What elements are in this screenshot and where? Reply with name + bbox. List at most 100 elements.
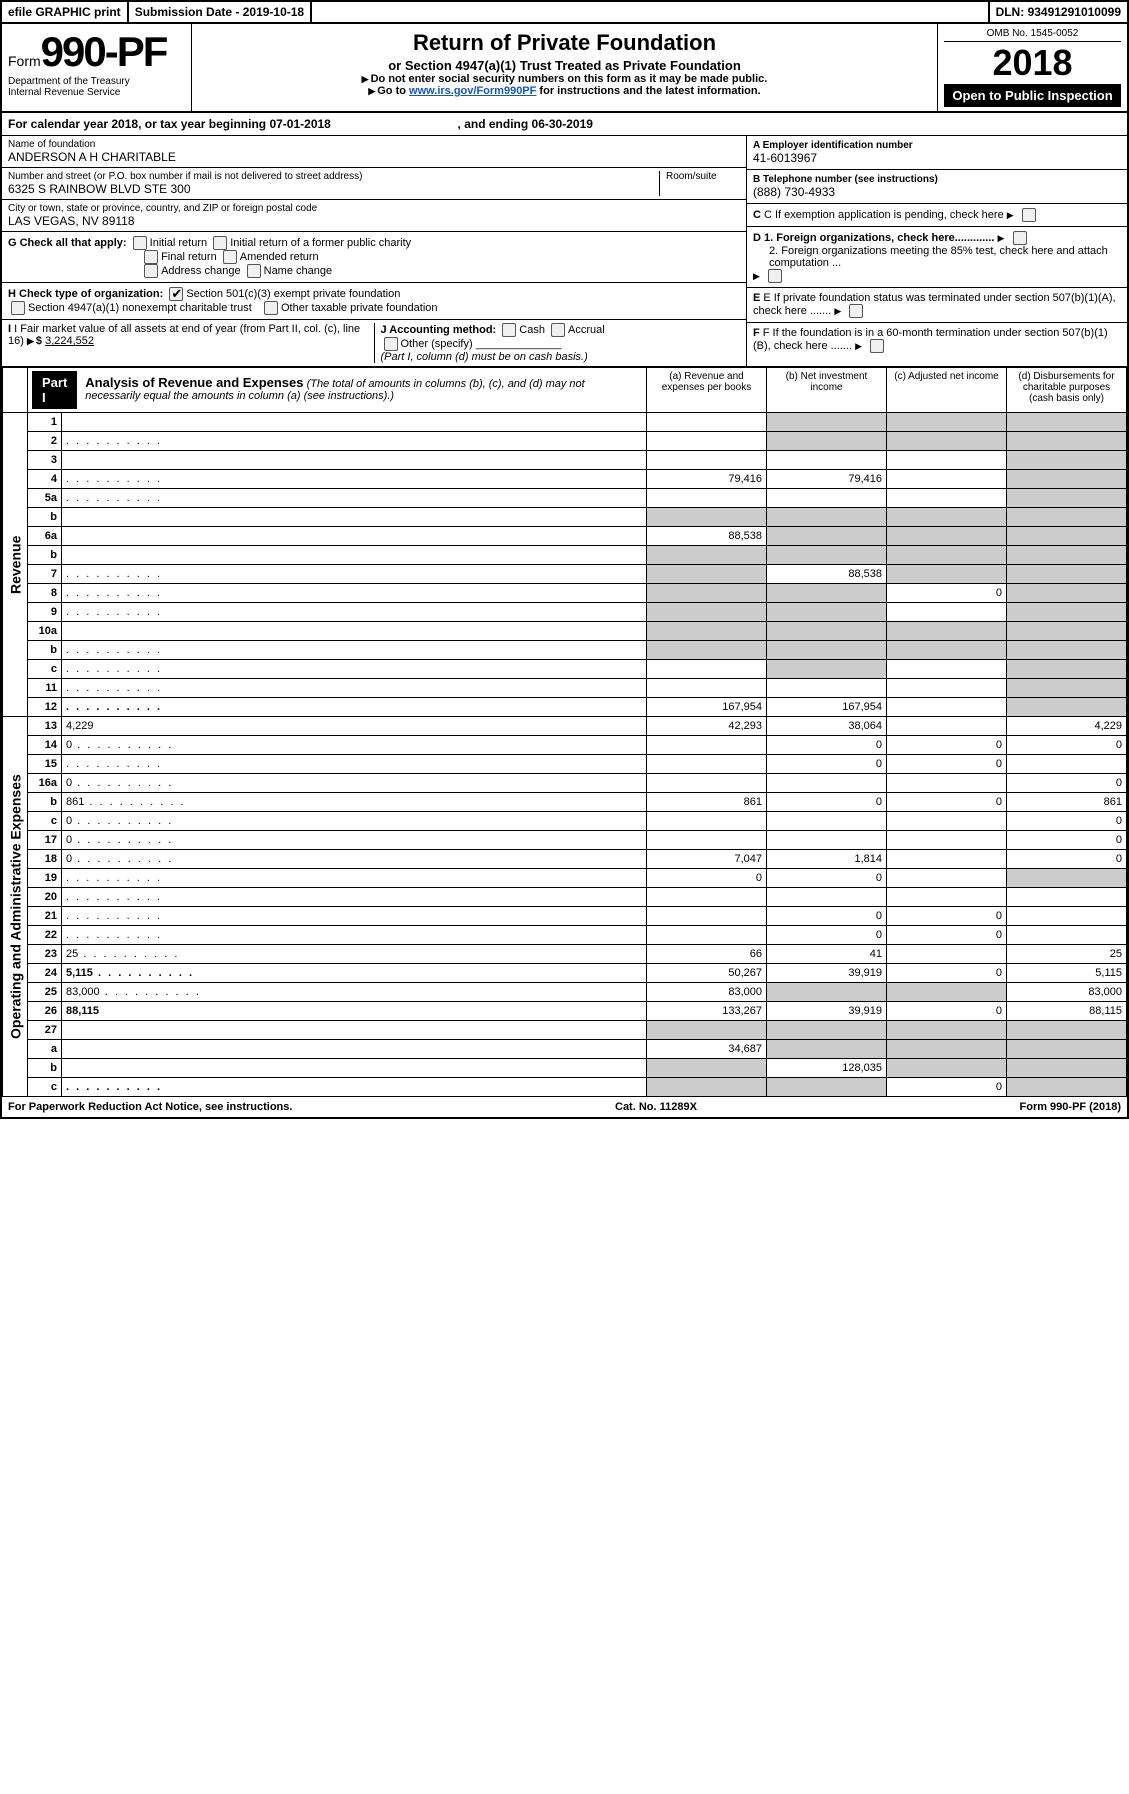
checkbox-initial-former[interactable] [213,236,227,250]
cell-d [1007,413,1127,432]
checkbox-name-change[interactable] [247,264,261,278]
cell-b [767,774,887,793]
cell-c: 0 [887,907,1007,926]
checkbox-accrual[interactable] [551,323,565,337]
cell-c [887,679,1007,698]
cell-a: 167,954 [647,698,767,717]
row-desc [62,907,647,926]
table-row: 5a [3,489,1127,508]
checkbox-4947a1[interactable] [11,301,25,315]
cell-a [647,1021,767,1040]
table-row: 12167,954167,954 [3,698,1127,717]
checkbox-amended-return[interactable] [223,250,237,264]
cell-b [767,489,887,508]
cell-b [767,660,887,679]
row-desc [62,888,647,907]
section-e: E E If private foundation status was ter… [747,288,1127,323]
row-num: 10a [28,622,62,641]
checkbox-other-method[interactable] [384,337,398,351]
cell-b: 41 [767,945,887,964]
cell-a [647,1059,767,1078]
cell-a: 66 [647,945,767,964]
col-c-header: (c) Adjusted net income [887,368,1007,413]
row-num: 4 [28,470,62,489]
table-row: Revenue1 [3,413,1127,432]
cell-a [647,679,767,698]
checkbox-address-change[interactable] [144,264,158,278]
cell-d [1007,451,1127,470]
cell-c: 0 [887,584,1007,603]
cell-b: 0 [767,907,887,926]
section-d: D 1. Foreign organizations, check here..… [747,227,1127,288]
cell-c [887,451,1007,470]
cell-a [647,736,767,755]
row-desc: 4,229 [62,717,647,736]
cell-b: 88,538 [767,565,887,584]
cell-b [767,527,887,546]
checkbox-60month[interactable] [870,339,884,353]
cell-d [1007,755,1127,774]
table-row: 2688,115133,26739,919088,115 [3,1002,1127,1021]
row-num: 25 [28,983,62,1002]
cell-a [647,831,767,850]
checkbox-cash[interactable] [502,323,516,337]
checkbox-other-taxable[interactable] [264,301,278,315]
cell-d: 0 [1007,831,1127,850]
row-desc [62,755,647,774]
checkbox-85pct-test[interactable] [768,269,782,283]
section-h: H Check type of organization: Section 50… [2,283,746,320]
cell-d: 0 [1007,812,1127,831]
topbar: efile GRAPHIC print Submission Date - 20… [2,2,1127,24]
cell-c: 0 [887,1002,1007,1021]
instructions-link[interactable]: www.irs.gov/Form990PF [409,85,536,97]
part1-desc: Analysis of Revenue and Expenses (The to… [77,371,642,406]
cell-c [887,641,1007,660]
table-row: 11 [3,679,1127,698]
row-num: 3 [28,451,62,470]
cell-d [1007,1059,1127,1078]
omb-number: OMB No. 1545-0052 [944,28,1121,42]
checkbox-foreign-org[interactable] [1013,231,1027,245]
checkbox-final-return[interactable] [144,250,158,264]
info-grid: Name of foundation ANDERSON A H CHARITAB… [2,136,1127,367]
cell-b [767,451,887,470]
cell-c [887,831,1007,850]
cell-c [887,660,1007,679]
ein-cell: A Employer identification number 41-6013… [747,136,1127,170]
checkbox-exemption-pending[interactable] [1022,208,1036,222]
row-desc [62,546,647,565]
row-desc [62,413,647,432]
cell-a [647,432,767,451]
table-row: 3 [3,451,1127,470]
row-num: 20 [28,888,62,907]
cell-a [647,812,767,831]
table-row: 1500 [3,755,1127,774]
row-desc: 861 [62,793,647,812]
efile-print[interactable]: efile GRAPHIC print [2,2,129,22]
form-header: Form990-PF Department of the Treasury In… [2,24,1127,113]
open-public-badge: Open to Public Inspection [944,84,1121,107]
row-num: c [28,812,62,831]
checkbox-initial-return[interactable] [133,236,147,250]
checkbox-status-terminated[interactable] [849,304,863,318]
cell-d: 0 [1007,850,1127,869]
cell-d [1007,1021,1127,1040]
address-cell: Number and street (or P.O. box number if… [2,168,746,200]
cell-c: 0 [887,964,1007,983]
row-num: 27 [28,1021,62,1040]
cell-c [887,603,1007,622]
row-num: 11 [28,679,62,698]
cell-c [887,622,1007,641]
row-desc [62,1040,647,1059]
cell-b [767,679,887,698]
cell-b: 38,064 [767,717,887,736]
table-row: 1900 [3,869,1127,888]
checkbox-501c3[interactable] [169,287,183,301]
cell-b [767,1021,887,1040]
table-row: 9 [3,603,1127,622]
form-title: Return of Private Foundation [198,30,931,56]
table-row: Operating and Administrative Expenses134… [3,717,1127,736]
cell-c [887,774,1007,793]
cell-c: 0 [887,736,1007,755]
cell-b [767,603,887,622]
